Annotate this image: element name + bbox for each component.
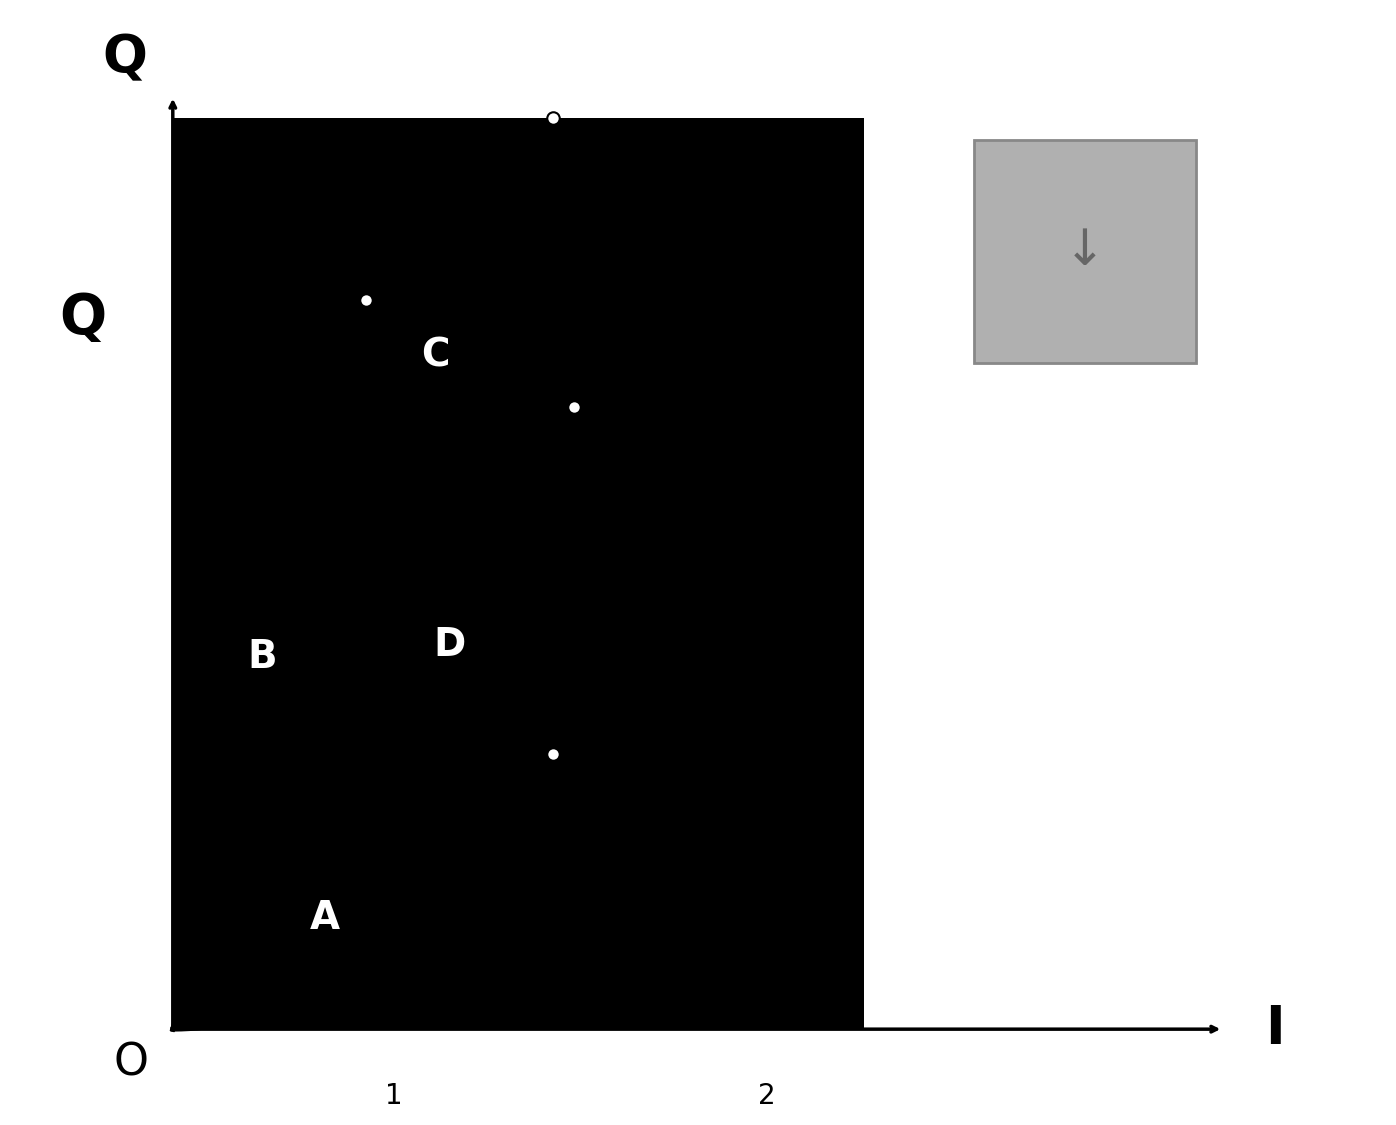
Text: Q: Q	[102, 33, 147, 84]
Text: Q: Q	[60, 291, 106, 345]
Circle shape	[7, 256, 159, 379]
Text: ↓: ↓	[1064, 227, 1106, 276]
Text: O: O	[114, 1041, 149, 1084]
Text: A: A	[310, 899, 339, 937]
Text: D: D	[433, 626, 465, 664]
Text: 2: 2	[758, 1082, 776, 1110]
Bar	[173, 118, 864, 1029]
Bar	[974, 141, 1195, 362]
Text: 1: 1	[385, 1082, 403, 1110]
Text: B: B	[248, 638, 278, 676]
Text: C: C	[422, 336, 450, 375]
Text: I: I	[1265, 1004, 1284, 1055]
